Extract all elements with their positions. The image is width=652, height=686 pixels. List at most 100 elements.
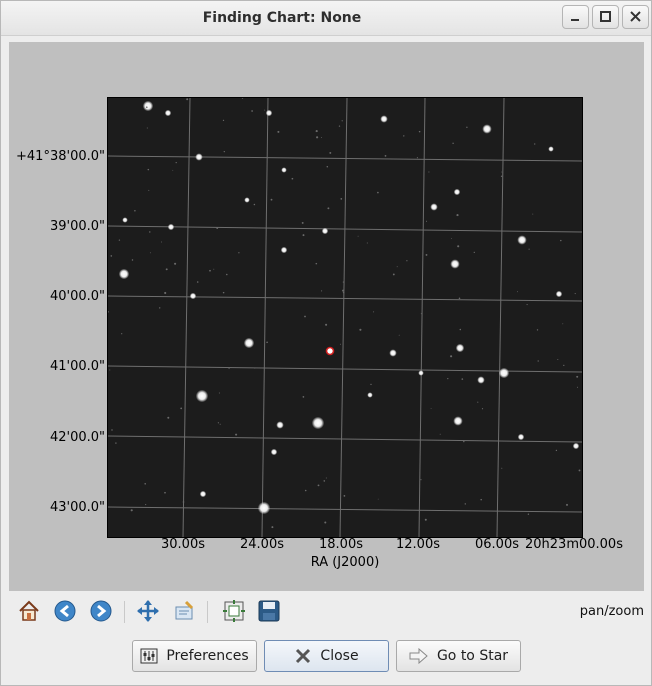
noise-speck <box>254 367 256 369</box>
x-axis-label: RA (J2000) <box>310 555 380 570</box>
grid-line <box>496 98 505 537</box>
star <box>430 203 438 211</box>
noise-speck <box>392 273 395 276</box>
star <box>195 389 209 403</box>
minimize-button[interactable] <box>562 5 589 29</box>
noise-speck <box>557 359 559 360</box>
noise-speck <box>480 498 482 501</box>
noise-speck <box>377 498 379 500</box>
noise-speck <box>317 484 320 487</box>
noise-speck <box>439 433 441 435</box>
close-icon <box>630 11 641 22</box>
configure-subplots-button[interactable] <box>220 597 248 625</box>
finding-chart-image[interactable] <box>107 97 583 538</box>
star <box>367 392 373 398</box>
noise-speck <box>304 489 307 492</box>
noise-speck <box>147 168 150 171</box>
go-to-star-label: Go to Star <box>436 648 509 664</box>
home-button[interactable] <box>15 597 43 625</box>
noise-speck <box>527 513 530 515</box>
titlebar: Finding Chart: None <box>1 1 651 36</box>
noise-speck <box>466 126 468 128</box>
star <box>517 235 527 245</box>
star <box>498 367 510 379</box>
noise-speck <box>302 234 305 237</box>
star <box>265 109 273 117</box>
close-label: Close <box>320 648 359 664</box>
noise-speck <box>343 495 346 497</box>
noise-speck <box>425 253 428 256</box>
noise-speck <box>517 291 518 293</box>
noise-speck <box>222 119 225 122</box>
noise-speck <box>167 416 170 419</box>
noise-speck <box>451 238 453 239</box>
noise-speck <box>223 150 225 153</box>
noise-speck <box>398 334 400 336</box>
save-button[interactable] <box>255 597 283 625</box>
noise-speck <box>149 252 151 254</box>
noise-speck <box>164 291 167 295</box>
noise-speck <box>321 290 323 292</box>
noise-speck <box>321 137 322 139</box>
go-to-star-button[interactable]: Go to Star <box>396 640 521 672</box>
y-tick-label: 41'00.0" <box>49 359 105 374</box>
pan-button[interactable] <box>134 597 162 625</box>
grid-line <box>418 98 426 537</box>
noise-speck <box>500 175 503 177</box>
zoom-rect-button[interactable] <box>170 597 198 625</box>
noise-speck <box>428 171 430 173</box>
window-title: Finding Chart: None <box>202 10 362 26</box>
star <box>195 153 203 161</box>
noise-speck <box>251 110 253 112</box>
noise-speck <box>216 227 219 229</box>
star <box>164 109 172 117</box>
preferences-button[interactable]: Preferences <box>132 640 257 672</box>
noise-speck <box>315 262 318 265</box>
save-icon <box>258 600 280 622</box>
plot-canvas[interactable]: +41°38'00.0" 39'00.0" 40'00.0" 41'00.0" … <box>9 42 644 591</box>
y-tick-label: 39'00.0" <box>49 219 105 234</box>
noise-speck <box>209 269 211 272</box>
noise-speck <box>447 378 449 380</box>
noise-speck <box>121 333 123 335</box>
noise-speck <box>463 440 465 443</box>
noise-speck <box>425 220 428 222</box>
forward-button[interactable] <box>87 597 115 625</box>
noise-speck <box>118 239 121 241</box>
noise-speck <box>420 479 422 481</box>
back-button[interactable] <box>51 597 79 625</box>
close-window-button[interactable] <box>622 5 649 29</box>
noise-speck <box>338 125 341 127</box>
noise-speck <box>342 291 345 294</box>
noise-speck <box>537 360 539 362</box>
star <box>418 370 424 376</box>
target-star-marker <box>325 346 335 356</box>
noise-speck <box>357 235 359 237</box>
noise-speck <box>403 135 405 137</box>
close-button[interactable]: Close <box>264 640 389 672</box>
noise-speck <box>341 120 343 122</box>
noise-speck <box>325 477 327 479</box>
toolbar-separator <box>207 601 208 623</box>
star <box>455 343 465 353</box>
noise-speck <box>526 304 528 306</box>
noise-speck <box>182 501 185 503</box>
star <box>189 292 197 300</box>
maximize-button[interactable] <box>592 5 619 29</box>
noise-speck <box>420 313 422 315</box>
noise-speck <box>175 161 177 164</box>
noise-speck <box>418 130 421 133</box>
noise-speck <box>532 213 534 215</box>
noise-speck <box>109 369 111 371</box>
star <box>321 227 329 235</box>
star <box>244 197 250 203</box>
configure-subplots-icon <box>223 600 245 622</box>
noise-speck <box>238 252 240 254</box>
noise-speck <box>160 241 162 243</box>
noise-speck <box>342 289 344 292</box>
noise-speck <box>370 383 372 386</box>
noise-speck <box>108 311 109 313</box>
grid-line <box>182 98 191 537</box>
x-tick-label: 06.00s <box>475 537 519 552</box>
noise-speck <box>566 503 568 506</box>
